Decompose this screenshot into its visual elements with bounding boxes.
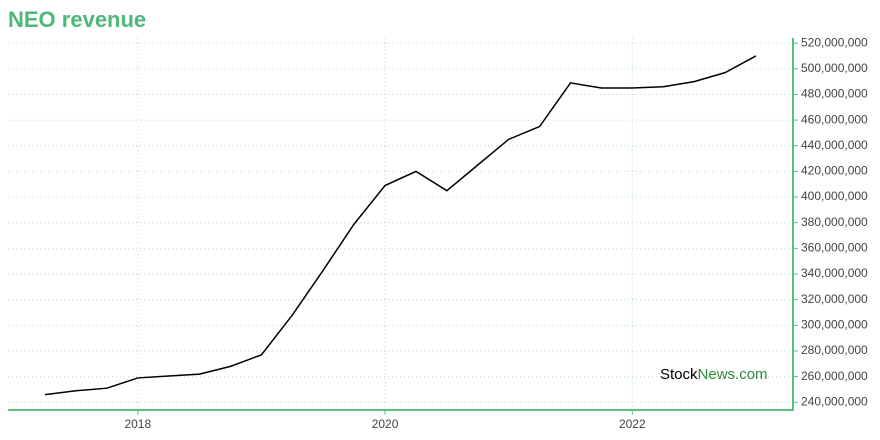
y-tick-label: 280,000,000 <box>801 343 868 357</box>
watermark-part: Stock <box>660 366 698 383</box>
y-tick-label: 340,000,000 <box>801 266 868 280</box>
y-tick-label: 260,000,000 <box>801 369 868 383</box>
line <box>44 55 757 396</box>
y-tick-label: 400,000,000 <box>801 189 868 203</box>
y-tick-label: 360,000,000 <box>801 241 868 255</box>
y-tick-label: 520,000,000 <box>801 35 868 49</box>
y-tick-label: 380,000,000 <box>801 215 868 229</box>
y-tick-label: 480,000,000 <box>801 87 868 101</box>
chart-title: NEO revenue <box>8 7 146 32</box>
y-tick-label: 300,000,000 <box>801 318 868 332</box>
x-tick-label: 2018 <box>124 417 151 431</box>
y-tick-label: 460,000,000 <box>801 112 868 126</box>
y-tick-label: 420,000,000 <box>801 164 868 178</box>
x-tick-label: 2020 <box>372 417 399 431</box>
y-tick-label: 240,000,000 <box>801 394 868 408</box>
watermark-part: News.com <box>698 366 768 383</box>
watermark: StockNews.com <box>660 366 768 383</box>
y-tick-label: 500,000,000 <box>801 61 868 75</box>
y-tick-label: 440,000,000 <box>801 138 868 152</box>
x-tick-label: 2022 <box>619 417 646 431</box>
y-tick-label: 320,000,000 <box>801 292 868 306</box>
